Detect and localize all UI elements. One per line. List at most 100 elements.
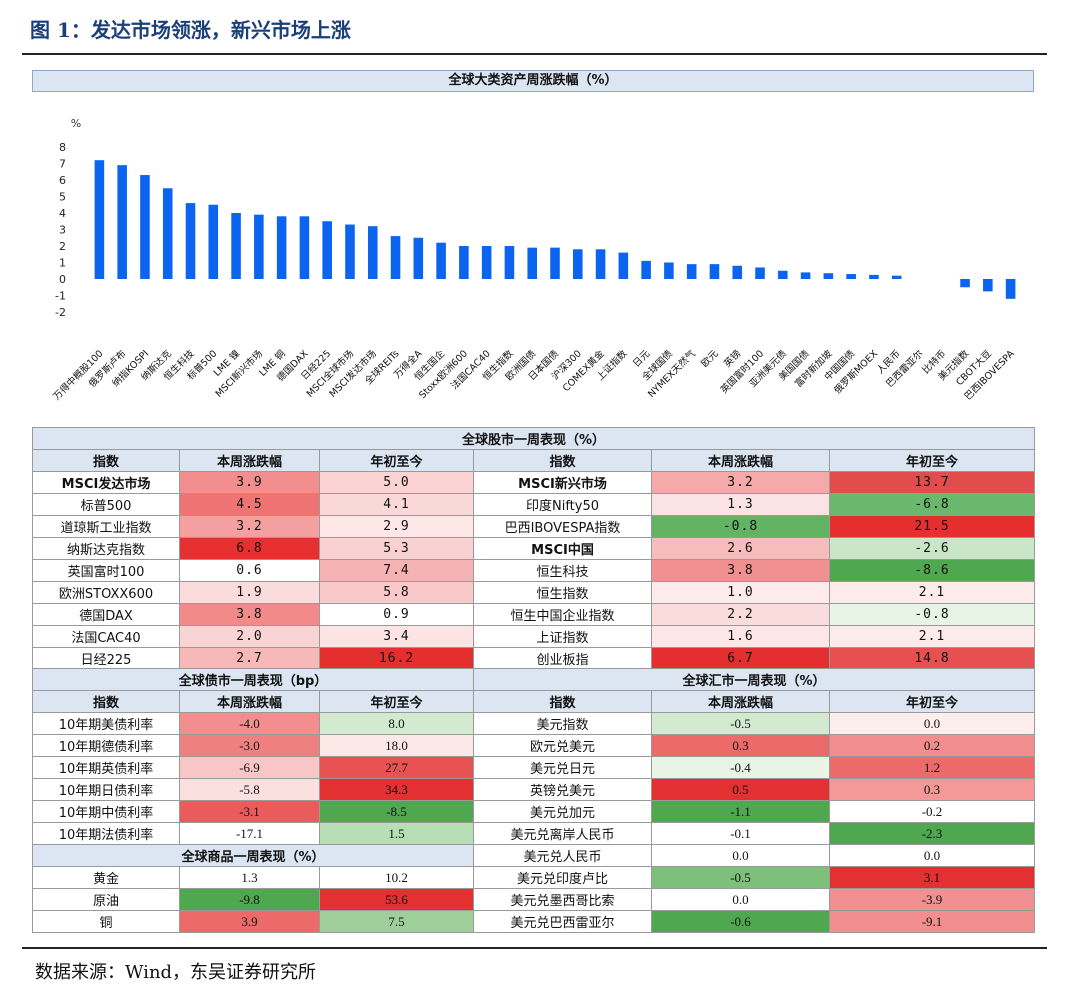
weekly-change: -9.8 [179, 888, 320, 911]
bar [664, 262, 674, 279]
bar [140, 175, 150, 279]
ytd-change: -0.8 [828, 603, 1036, 626]
index-name: 恒生中国企业指数 [473, 603, 652, 626]
ytd-change: 2.1 [828, 581, 1036, 604]
bar [276, 216, 287, 279]
ytd-change: 7.5 [319, 910, 474, 933]
ytd-change: -9.1 [828, 910, 1036, 933]
ytd-change: -2.6 [828, 537, 1036, 560]
y-tick-label: 1 [59, 257, 66, 270]
commodity-name: 原油 [32, 888, 180, 911]
column-header: 本周涨跌幅 [179, 449, 320, 472]
table-row: 英国富时100 0.6 7.4 恒生科技 3.8 -8.6 [32, 559, 1036, 582]
column-header: 本周涨跌幅 [651, 449, 830, 472]
bar [618, 252, 629, 279]
top-rule [22, 53, 1047, 55]
table-row: 美元兑印度卢比 -0.5 3.1 [473, 866, 1036, 889]
bar [390, 236, 401, 279]
equity-table: 全球股市一周表现（%） 指数 本周涨跌幅 年初至今 指数 本周涨跌幅 年初至今 MSCI发… [31, 427, 1036, 670]
ytd-change: -0.2 [828, 800, 1036, 823]
bar [527, 247, 538, 279]
ytd-change: 34.3 [319, 778, 474, 801]
weekly-change: -3.1 [179, 800, 320, 823]
y-tick-label: 8 [59, 141, 66, 154]
weekly-change: 1.9 [179, 581, 320, 604]
weekly-change: 0.0 [651, 888, 830, 911]
bar [800, 272, 811, 279]
table-row: 10年期美债利率 -4.0 8.0 [32, 712, 474, 735]
table-row: 10年期日债利率 -5.8 34.3 [32, 778, 474, 801]
ytd-change: 4.1 [319, 493, 474, 516]
bar [1005, 279, 1016, 299]
ytd-change: 21.5 [828, 515, 1036, 538]
ytd-change: 3.1 [828, 866, 1036, 889]
table-row: 德国DAX 3.8 0.9 恒生中国企业指数 2.2 -0.8 [32, 603, 1036, 626]
bar-chart: 全球大类资产周涨跌幅（%） % 8 7 6 5 4 3 2 1 0 -1 -2 万得中概股100 俄罗斯卢… [32, 70, 1034, 422]
table-row: 铜 3.9 7.5 [32, 910, 474, 933]
table-row: 10年期英债利率 -6.9 27.7 [32, 756, 474, 779]
bar [413, 237, 424, 279]
bar [641, 260, 651, 279]
ytd-change: 1.5 [319, 822, 474, 845]
ytd-change: 1.2 [828, 756, 1036, 779]
currency-pair: 美元兑离岸人民币 [473, 822, 652, 845]
table-row: 纳斯达克指数 6.8 5.3 MSCI中国 2.6 -2.6 [32, 537, 1036, 560]
ytd-change: -8.5 [319, 800, 474, 823]
bar [732, 265, 743, 279]
weekly-change: 3.2 [651, 471, 830, 494]
y-tick-label: 0 [59, 273, 66, 286]
y-tick-label: -2 [55, 306, 66, 319]
weekly-change: -6.9 [179, 756, 320, 779]
weekly-change: 0.0 [651, 844, 830, 867]
weekly-change: 1.3 [651, 493, 830, 516]
table-row: 法国CAC40 2.0 3.4 上证指数 1.6 2.1 [32, 625, 1036, 648]
bond-table: 全球债市一周表现（bp） 指数 本周涨跌幅 年初至今 10年期美债利率 -4.0 8.0… [32, 668, 474, 933]
weekly-change: 2.0 [179, 625, 320, 648]
ytd-change: 5.0 [319, 471, 474, 494]
bar [572, 249, 583, 279]
currency-pair: 美元兑日元 [473, 756, 652, 779]
table-row: 黄金 1.3 10.2 [32, 866, 474, 889]
ytd-change: 18.0 [319, 734, 474, 757]
index-name: 德国DAX [32, 603, 180, 626]
index-name: 纳斯达克指数 [32, 537, 180, 560]
bar [709, 264, 720, 279]
chart-title: 全球大类资产周涨跌幅（%） [32, 70, 1034, 92]
column-header: 指数 [473, 449, 652, 472]
commodity-table-title: 全球商品一周表现（%） [32, 844, 474, 867]
table-row: 美元兑加元 -1.1 -0.2 [473, 800, 1036, 823]
source-note: 数据来源：Wind，东吴证券研究所 [35, 962, 317, 983]
weekly-change: 0.3 [651, 734, 830, 757]
weekly-change: 0.5 [651, 778, 830, 801]
table-row: 欧元兑美元 0.3 0.2 [473, 734, 1036, 757]
weekly-change: -3.0 [179, 734, 320, 757]
ytd-change: 3.4 [319, 625, 474, 648]
bar [846, 274, 856, 279]
bond-name: 10年期德债利率 [32, 734, 180, 757]
bar [459, 246, 469, 279]
weekly-change: -17.1 [179, 822, 320, 845]
table-row: 道琼斯工业指数 3.2 2.9 巴西IBOVESPA指数 -0.8 21.5 [32, 515, 1036, 538]
weekly-change: -0.8 [651, 515, 830, 538]
bar [254, 214, 264, 279]
weekly-change: 1.6 [651, 625, 830, 648]
weekly-change: 6.7 [651, 647, 830, 670]
weekly-change: 2.7 [179, 647, 320, 670]
y-tick-label: -1 [55, 290, 66, 303]
column-header: 年初至今 [828, 449, 1036, 472]
ytd-change: 0.2 [828, 734, 1036, 757]
weekly-change: -0.5 [651, 866, 830, 889]
bottom-rule [22, 947, 1047, 949]
bar [117, 165, 127, 279]
bar [367, 226, 378, 279]
ytd-change: 27.7 [319, 756, 474, 779]
ytd-change: 53.6 [319, 888, 474, 911]
ytd-change: -2.3 [828, 822, 1036, 845]
y-tick-label: 4 [59, 207, 66, 220]
index-name: MSCI新兴市场 [473, 471, 652, 494]
weekly-change: -1.1 [651, 800, 830, 823]
bond-name: 10年期法债利率 [32, 822, 180, 845]
ytd-change: -6.8 [828, 493, 1036, 516]
bar [755, 267, 765, 279]
weekly-change: 4.5 [179, 493, 320, 516]
